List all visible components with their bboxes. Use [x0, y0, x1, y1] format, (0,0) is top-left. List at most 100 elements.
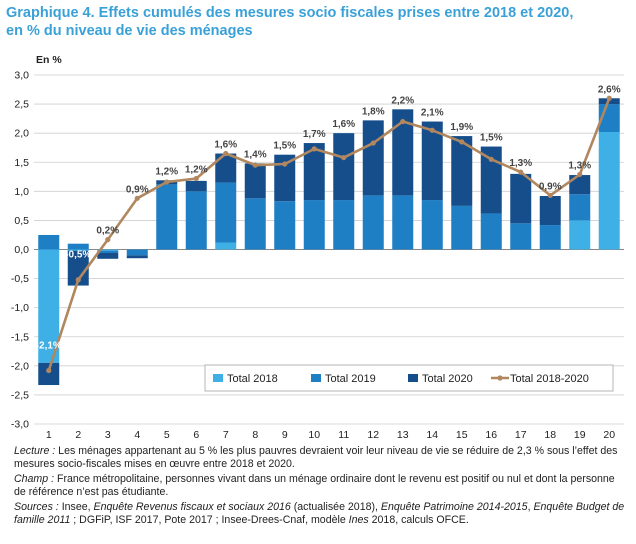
bars	[38, 98, 620, 386]
y-tick-label: 2,5	[14, 99, 29, 111]
legend-swatch	[408, 374, 418, 382]
x-tick-label: 6	[193, 429, 199, 441]
bar-total-2019-13	[392, 195, 414, 250]
note-sources-text-5: 2018, calculs OFCE.	[368, 514, 469, 527]
bar-total-2018-19	[569, 220, 591, 250]
bar-total-2020-1	[38, 362, 60, 386]
note-sources-text-1: Insee,	[58, 500, 94, 513]
legend-swatch-point	[497, 375, 503, 381]
total-point-16	[488, 156, 494, 162]
bar-total-2020-14	[421, 121, 443, 201]
total-point-12	[370, 140, 376, 146]
bar-total-2018-1	[38, 249, 60, 363]
note-sources-italic-3: Enquête Budget de famille 2011	[14, 500, 625, 527]
bar-total-2020-2	[67, 250, 89, 286]
data-label-3: 0,2%	[96, 226, 119, 237]
data-label-8: 1,4%	[244, 149, 267, 160]
x-tick-label: 1	[46, 429, 52, 441]
total-point-17	[518, 169, 524, 175]
note-lecture: Lecture : Les ménages appartenant au 5 %…	[14, 445, 626, 472]
bar-total-2019-1	[38, 234, 60, 250]
legend-swatch	[311, 374, 321, 382]
bar-total-2020-16	[480, 146, 502, 214]
total-point-20	[606, 95, 612, 101]
y-axis: -3,0 -2,5 -2,0 -1,5 -1,0 -0,5 0,0 0,5 1,0 1,5 2,0 2…	[11, 70, 29, 431]
total-line-path	[47, 97, 611, 371]
y-tick-label: -1,5	[11, 331, 29, 343]
data-label-16: 1,5%	[480, 133, 503, 144]
bar-total-2020-19	[569, 175, 591, 195]
x-tick-label: 7	[223, 429, 229, 441]
total-point-8	[252, 162, 258, 168]
bar-total-2019-18	[539, 225, 561, 250]
bar-total-2019-8	[244, 198, 266, 250]
bar-total-2019-3	[97, 250, 119, 253]
y-tick-label: 1,5	[14, 157, 29, 169]
total-point-15	[459, 139, 465, 145]
bar-total-2019-19	[569, 194, 591, 221]
x-tick-label: 12	[367, 429, 379, 441]
x-tick-label: 17	[515, 429, 527, 441]
total-point-13	[400, 118, 406, 125]
legend-label: Total 2019	[325, 373, 376, 385]
total-point-4	[134, 195, 140, 201]
total-point-3	[105, 237, 111, 243]
total-point-9	[282, 161, 288, 167]
data-label-11: 1,6%	[332, 119, 355, 130]
bar-total-2019-14	[421, 200, 443, 250]
x-tick-label: 11	[338, 429, 349, 441]
total-point-19	[577, 171, 583, 178]
x-tick-label: 3	[105, 429, 111, 441]
legend-label: Total 2020	[422, 373, 473, 385]
note-sources-text-4: ; DGFiP, ISF 2017, Pote 2017 ; Insee-Dre…	[70, 514, 349, 527]
bar-total-2019-5	[156, 184, 178, 250]
y-tick-label: 0,0	[14, 244, 29, 256]
bar-total-2019-6	[185, 191, 207, 250]
legend: Total 2018 Total 2019 Total 2020 Total 2018…	[204, 364, 614, 392]
bar-total-2019-11	[333, 200, 355, 250]
note-champ: Champ : France métropolitaine, personnes…	[14, 473, 626, 500]
note-sources-text-3: ,	[527, 500, 534, 513]
note-lecture-label: Lecture :	[14, 445, 56, 457]
data-label-4: 0,9%	[126, 184, 149, 195]
data-label-7: 1,6%	[214, 140, 237, 151]
chart-notes: Lecture : Les ménages appartenant au 5 %…	[14, 445, 626, 528]
data-label-17: 1,3%	[509, 158, 532, 169]
note-sources-text-2: (actualisée 2018),	[290, 500, 381, 513]
bar-total-2019-15	[451, 205, 473, 250]
bar-total-2019-17	[510, 223, 532, 250]
note-sources: Sources : Insee, Enquête Revenus fiscaux…	[14, 501, 626, 528]
data-labels: -2,1% -0,5% 0,2% 0,9% 1,2% 1,2% 1,6% 1,4% 1,5% 1,…	[36, 84, 621, 351]
bar-total-2020-8	[244, 163, 266, 199]
x-tick-label: 13	[397, 429, 409, 441]
data-label-5: 1,2%	[155, 166, 178, 177]
data-label-10: 1,7%	[303, 129, 326, 140]
x-tick-label: 15	[456, 429, 468, 441]
x-tick-label: 16	[485, 429, 497, 441]
bar-total-2019-2	[67, 243, 89, 250]
bar-total-2019-9	[274, 201, 296, 250]
bar-total-2018-2	[67, 249, 89, 251]
bar-total-2020-10	[303, 143, 325, 201]
y-unit-label: En %	[36, 54, 62, 66]
chart-title: Graphique 4. Effets cumulés des mesures …	[6, 4, 631, 40]
x-tick-label: 20	[603, 429, 615, 441]
legend-swatch	[213, 374, 223, 382]
y-tick-label: -2,0	[11, 360, 29, 372]
total-point-2	[75, 277, 81, 283]
bar-total-2020-13	[392, 109, 414, 196]
y-tick-label: -2,5	[11, 389, 29, 401]
x-tick-label: 9	[282, 429, 288, 441]
bar-total-2018-7	[215, 242, 237, 250]
total-line	[46, 95, 612, 374]
note-sources-italic-4: Ines	[348, 514, 369, 527]
data-label-1: -2,1%	[36, 340, 62, 351]
total-point-11	[341, 154, 347, 161]
note-champ-label: Champ :	[14, 472, 55, 485]
bar-total-2020-12	[362, 120, 384, 196]
note-sources-italic-1: Enquête Revenus fiscaux et sociaux 2016	[93, 500, 291, 513]
legend-label: Total 2018-2020	[510, 373, 589, 385]
data-label-12: 1,8%	[362, 106, 385, 117]
chart: -3,0 -2,5 -2,0 -1,5 -1,0 -0,5 0,0 0,5 1,0 1,5 2,0 2…	[11, 54, 624, 441]
chart-title-line-2: en % du niveau de vie des ménages	[6, 23, 253, 39]
